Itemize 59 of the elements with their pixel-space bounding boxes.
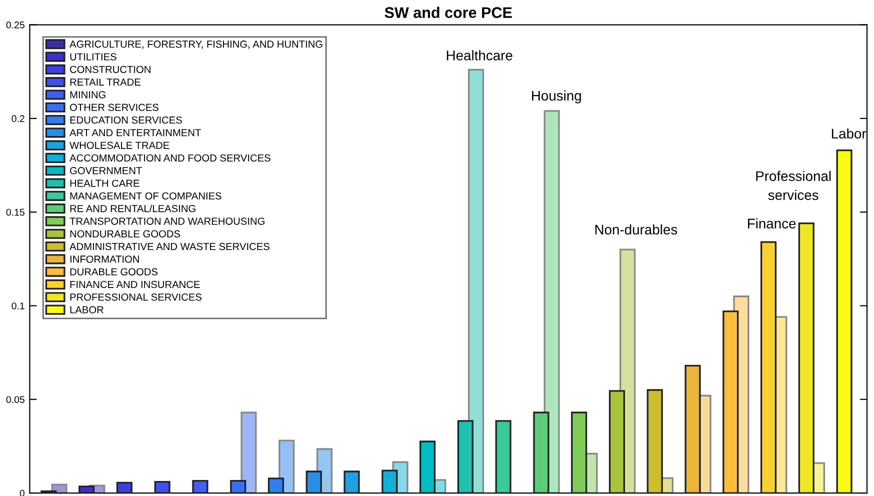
y-tick-label: 0.25 (6, 22, 24, 28)
bar (684, 364, 701, 494)
bar (571, 412, 588, 494)
legend-label: OTHER SERVICES (70, 104, 158, 111)
bar (278, 440, 295, 494)
legend-label: NONDURABLE GOODS (70, 230, 180, 238)
bar (344, 470, 360, 494)
bar (419, 440, 436, 494)
bar (116, 482, 132, 494)
legend-label: MANAGEMENT OF COMPANIES (70, 192, 222, 200)
legend-label: HEALTH CARE (70, 180, 140, 187)
annotation: Professional services (756, 170, 831, 200)
legend-label: AGRICULTURE, FORESTRY, FISHING, AND HUNTING (70, 40, 322, 49)
legend-label: MINING (70, 91, 106, 98)
bar (836, 149, 852, 494)
bar (192, 480, 208, 494)
legend-label: RETAIL TRADE (70, 78, 140, 86)
legend-label: ART AND ENTERTAINMENT (70, 129, 201, 136)
legend-label: EDUCATION SERVICES (70, 116, 182, 124)
bar (154, 480, 170, 494)
bar (798, 222, 814, 494)
bar (230, 480, 246, 494)
bar (240, 412, 257, 494)
legend-label: ADMINISTRATIVE AND WASTE SERVICES (70, 242, 270, 250)
legend-label: GOVERNMENT (70, 167, 142, 174)
legend-label: RE AND RENTAL/LEASING (70, 204, 196, 212)
y-tick-label: 0.15 (6, 208, 24, 216)
legend-label: ACCOMMODATION AND FOOD SERVICES (70, 154, 270, 162)
legend-label: TRANSPORTATION AND WAREHOUSING (70, 218, 264, 225)
bar (268, 478, 284, 494)
bar (533, 412, 550, 494)
annotation: Finance (748, 218, 796, 228)
annotation: Non-durables (595, 224, 678, 235)
bar (760, 241, 777, 494)
bar (646, 389, 663, 494)
bar (78, 486, 95, 494)
legend-label: LABOR (70, 306, 104, 314)
annotation: Housing (532, 90, 581, 104)
legend-label: CONSTRUCTION (70, 66, 150, 74)
bar (382, 470, 398, 494)
bar (457, 420, 474, 494)
bar (608, 390, 625, 494)
legend-label: UTILITIES (70, 53, 116, 60)
bar (306, 470, 322, 494)
legend-label: INFORMATION (70, 256, 139, 263)
chart-title: SW and core PCE (384, 6, 512, 18)
bar (495, 420, 512, 494)
y-tick-label: 0.05 (6, 396, 24, 403)
legend-label: FINANCE AND INSURANCE (70, 280, 200, 288)
legend-label: DURABLE GOODS (70, 268, 158, 276)
bar (468, 68, 484, 494)
bar (722, 310, 739, 494)
annotation: Healthcare (446, 50, 512, 60)
legend-label: WHOLESALE TRADE (70, 142, 170, 149)
legend-label: PROFESSIONAL SERVICES (70, 294, 202, 301)
y-tick-label: 0.2 (12, 115, 24, 122)
annotation: Labor (832, 128, 866, 139)
bar (544, 110, 560, 494)
y-tick-label: 0.1 (12, 302, 24, 310)
